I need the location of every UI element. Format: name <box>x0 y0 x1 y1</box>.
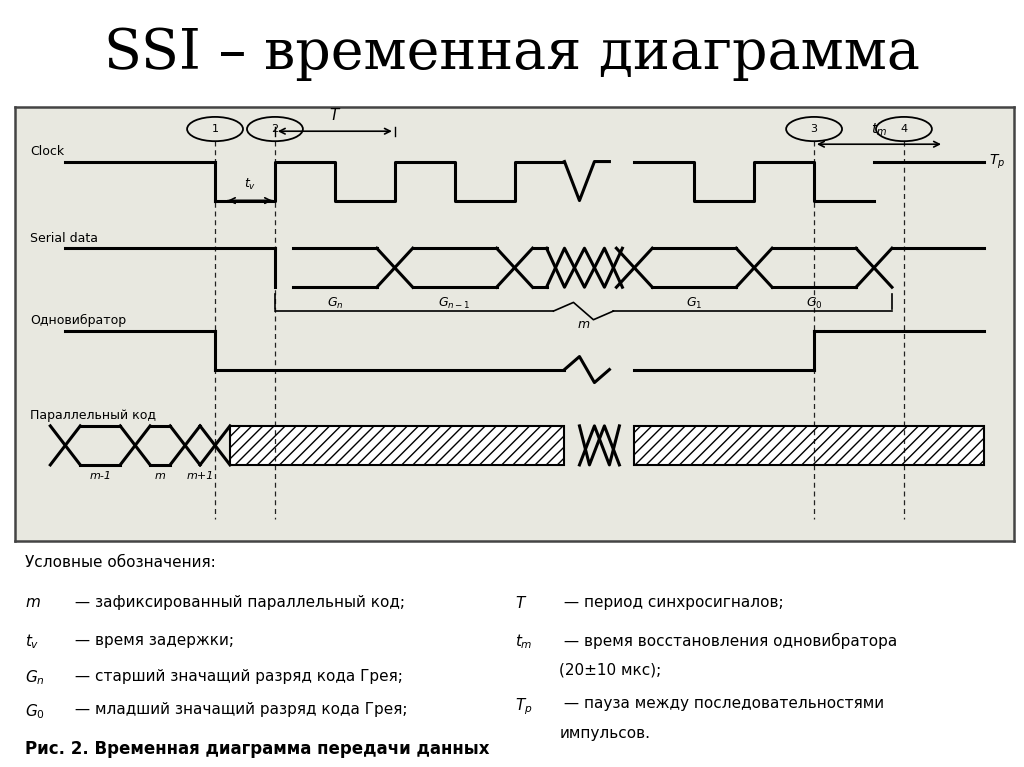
Text: — время задержки;: — время задержки; <box>71 633 234 648</box>
Text: SSI – временная диаграмма: SSI – временная диаграмма <box>104 27 920 81</box>
Text: Параллельный код: Параллельный код <box>31 410 157 423</box>
Bar <box>230 426 564 465</box>
Text: (20±10 мкс);: (20±10 мкс); <box>559 662 662 677</box>
Text: $t_v$: $t_v$ <box>26 633 40 651</box>
Text: m: m <box>26 595 40 610</box>
Text: — время восстановления одновибратора: — время восстановления одновибратора <box>559 633 898 649</box>
Text: — период синхросигналов;: — период синхросигналов; <box>559 595 784 610</box>
Text: 3: 3 <box>811 124 817 134</box>
Text: — младший значащий разряд кода Грея;: — младший значащий разряд кода Грея; <box>71 703 408 717</box>
Text: 4: 4 <box>900 124 907 134</box>
Text: m-1: m-1 <box>89 472 112 482</box>
Text: $T$: $T$ <box>329 107 341 123</box>
Text: Условные обозначения:: Условные обозначения: <box>26 555 216 570</box>
Text: Serial data: Serial data <box>31 232 98 245</box>
Text: $G_0$: $G_0$ <box>806 296 822 311</box>
Text: $G_n$: $G_n$ <box>26 669 45 687</box>
Text: Одновибратор: Одновибратор <box>31 314 126 327</box>
Text: Clock: Clock <box>31 145 65 158</box>
Text: Рис. 2. Временная диаграмма передачи данных: Рис. 2. Временная диаграмма передачи дан… <box>26 740 489 759</box>
Text: $G_n$: $G_n$ <box>327 296 343 311</box>
Text: m: m <box>578 318 590 331</box>
Text: импульсов.: импульсов. <box>559 726 650 741</box>
Text: $T_p$: $T_p$ <box>514 696 532 716</box>
Text: $G_{n-1}$: $G_{n-1}$ <box>438 296 471 311</box>
Text: 1: 1 <box>212 124 218 134</box>
Text: $G_1$: $G_1$ <box>686 296 702 311</box>
Text: $t_m$: $t_m$ <box>514 633 532 651</box>
Text: m+1: m+1 <box>186 472 214 482</box>
Text: $t_v$: $t_v$ <box>244 176 256 192</box>
Text: $T$: $T$ <box>514 595 527 611</box>
Text: $G_0$: $G_0$ <box>26 703 45 721</box>
Text: $T_p$: $T_p$ <box>989 153 1005 171</box>
Text: m: m <box>155 472 166 482</box>
Bar <box>635 426 984 465</box>
Text: — старший значащий разряд кода Грея;: — старший значащий разряд кода Грея; <box>71 669 403 683</box>
Text: 2: 2 <box>271 124 279 134</box>
Text: — зафиксированный параллельный код;: — зафиксированный параллельный код; <box>71 595 406 610</box>
Text: $t_m$: $t_m$ <box>870 121 887 138</box>
Text: — пауза между последовательностями: — пауза между последовательностями <box>559 696 885 711</box>
